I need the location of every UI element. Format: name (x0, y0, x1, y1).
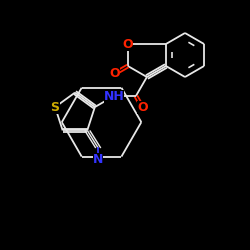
Text: O: O (137, 101, 148, 114)
Text: S: S (50, 100, 59, 114)
Text: O: O (122, 38, 133, 51)
Text: O: O (109, 67, 120, 80)
Text: N: N (93, 152, 104, 166)
Text: NH: NH (104, 90, 124, 102)
